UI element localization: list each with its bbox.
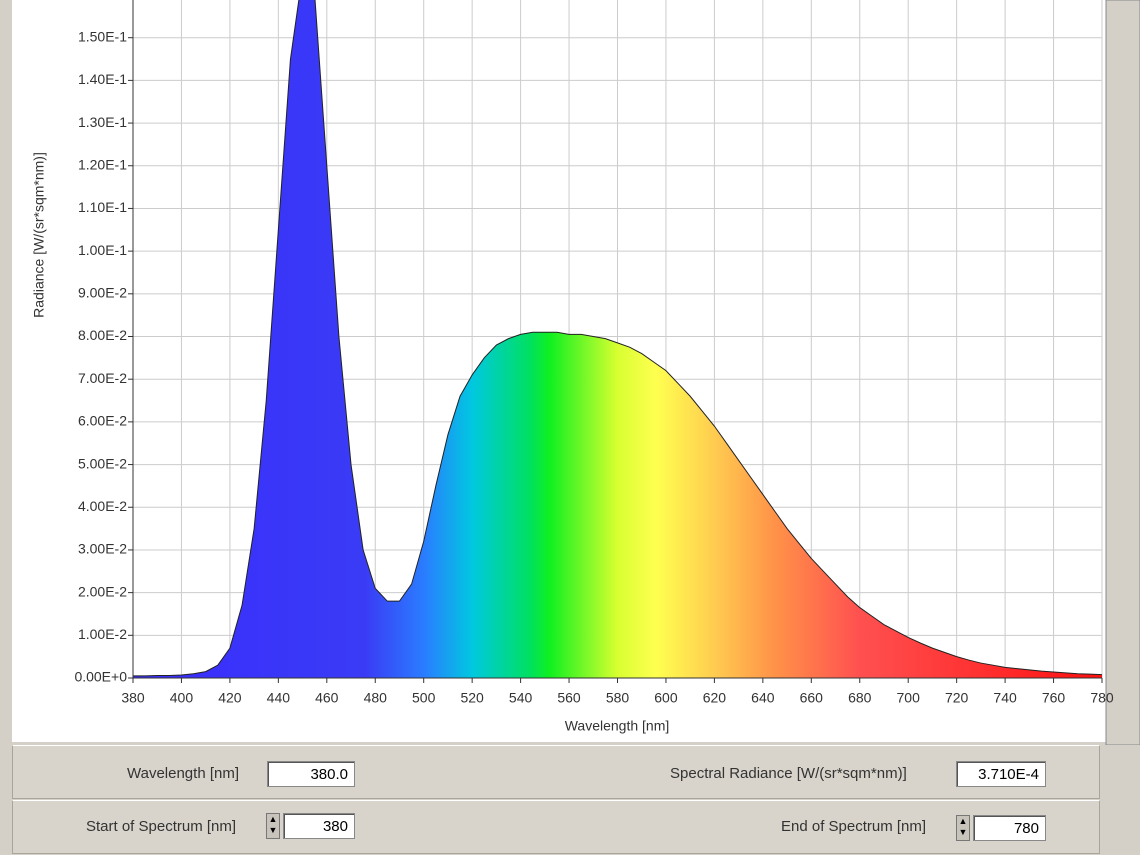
end-spinner[interactable]: ▲ ▼	[956, 815, 970, 841]
x-tick-label: 700	[897, 690, 921, 706]
x-tick-label: 420	[218, 690, 242, 706]
y-axis-title: Radiance [W/(sr*sqm*nm)]	[31, 152, 47, 318]
y-tick-label: 0.00E+0	[74, 669, 127, 685]
x-tick-label: 740	[993, 690, 1017, 706]
start-field[interactable]: 380	[283, 813, 355, 839]
x-axis-title: Wavelength [nm]	[565, 718, 670, 734]
x-tick-label: 380	[121, 690, 145, 706]
readout-row	[12, 745, 1100, 799]
x-tick-label: 600	[654, 690, 678, 706]
y-tick-label: 1.60E-1	[78, 0, 127, 2]
y-tick-label: 7.00E-2	[78, 370, 127, 386]
y-tick-label: 4.00E-2	[78, 498, 127, 514]
x-tick-label: 440	[267, 690, 291, 706]
x-tick-label: 660	[800, 690, 824, 706]
x-tick-label: 620	[703, 690, 727, 706]
end-field[interactable]: 780	[973, 815, 1046, 841]
y-tick-label: 1.30E-1	[78, 114, 127, 130]
x-tick-label: 720	[945, 690, 969, 706]
wavelength-field[interactable]: 380.0	[267, 761, 355, 787]
x-tick-label: 400	[170, 690, 194, 706]
chart: Wavelength [nm] Radiance [W/(sr*sqm*nm)]…	[12, 0, 1140, 745]
y-tick-label: 6.00E-2	[78, 413, 127, 429]
x-tick-label: 580	[606, 690, 630, 706]
x-tick-label: 680	[848, 690, 872, 706]
radiance-label: Spectral Radiance [W/(sr*sqm*nm)]	[670, 765, 907, 782]
x-tick-label: 460	[315, 690, 339, 706]
y-tick-label: 1.40E-1	[78, 71, 127, 87]
spectrum-line	[133, 0, 1103, 677]
start-label: Start of Spectrum [nm]	[86, 818, 237, 835]
y-tick-label: 1.20E-1	[78, 156, 127, 172]
y-tick-label: 3.00E-2	[78, 541, 127, 557]
y-tick-label: 1.50E-1	[78, 28, 127, 44]
panel-border	[1105, 0, 1140, 745]
wavelength-label: Wavelength [nm]	[127, 765, 239, 782]
y-tick-label: 1.00E-2	[78, 626, 127, 642]
radiance-field[interactable]: 3.710E-4	[956, 761, 1046, 787]
y-tick-label: 8.00E-2	[78, 327, 127, 343]
x-tick-label: 640	[751, 690, 775, 706]
y-tick-label: 1.10E-1	[78, 199, 127, 215]
x-tick-label: 780	[1090, 690, 1114, 706]
x-tick-label: 500	[412, 690, 436, 706]
x-tick-label: 480	[364, 690, 388, 706]
x-tick-label: 560	[557, 690, 581, 706]
y-tick-label: 1.00E-1	[78, 242, 127, 258]
y-tick-label: 9.00E-2	[78, 285, 127, 301]
y-tick-label: 2.00E-2	[78, 583, 127, 599]
end-label: End of Spectrum [nm]	[781, 818, 927, 835]
spectrum-area	[133, 0, 1102, 678]
x-tick-label: 520	[460, 690, 484, 706]
start-spinner[interactable]: ▲ ▼	[266, 813, 280, 839]
x-tick-label: 760	[1042, 690, 1066, 706]
range-row	[12, 800, 1100, 854]
y-tick-label: 5.00E-2	[78, 455, 127, 471]
x-tick-label: 540	[509, 690, 533, 706]
